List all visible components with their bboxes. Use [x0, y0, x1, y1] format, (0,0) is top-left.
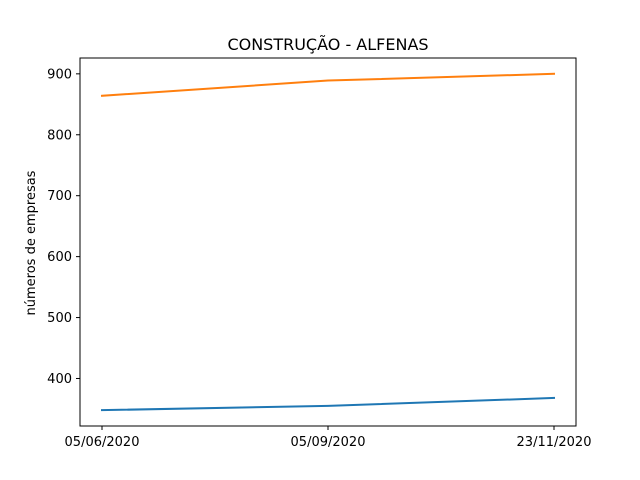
y-tick-label: 600: [47, 250, 72, 265]
x-tick-label: 05/06/2020: [65, 435, 140, 450]
y-tick-label: 500: [47, 311, 72, 326]
y-axis-label: números de empresas: [24, 170, 39, 315]
series-line-1: [100, 396, 556, 412]
x-tick-label: 23/11/2020: [517, 435, 592, 450]
y-tick-label: 900: [47, 67, 72, 82]
series-line-2: [100, 72, 556, 97]
x-tick-label: 05/09/2020: [291, 435, 366, 450]
plot-area: 05/06/2020 05/09/2020 23/11/2020 400 500 600 7…: [47, 57, 592, 450]
axes-frame: [79, 57, 577, 427]
y-tick-label: 400: [47, 372, 72, 387]
chart-title: CONSTRUÇÃO - ALFENAS: [227, 35, 428, 54]
y-tick-label: 800: [47, 128, 72, 143]
y-tick-label: 700: [47, 189, 72, 204]
